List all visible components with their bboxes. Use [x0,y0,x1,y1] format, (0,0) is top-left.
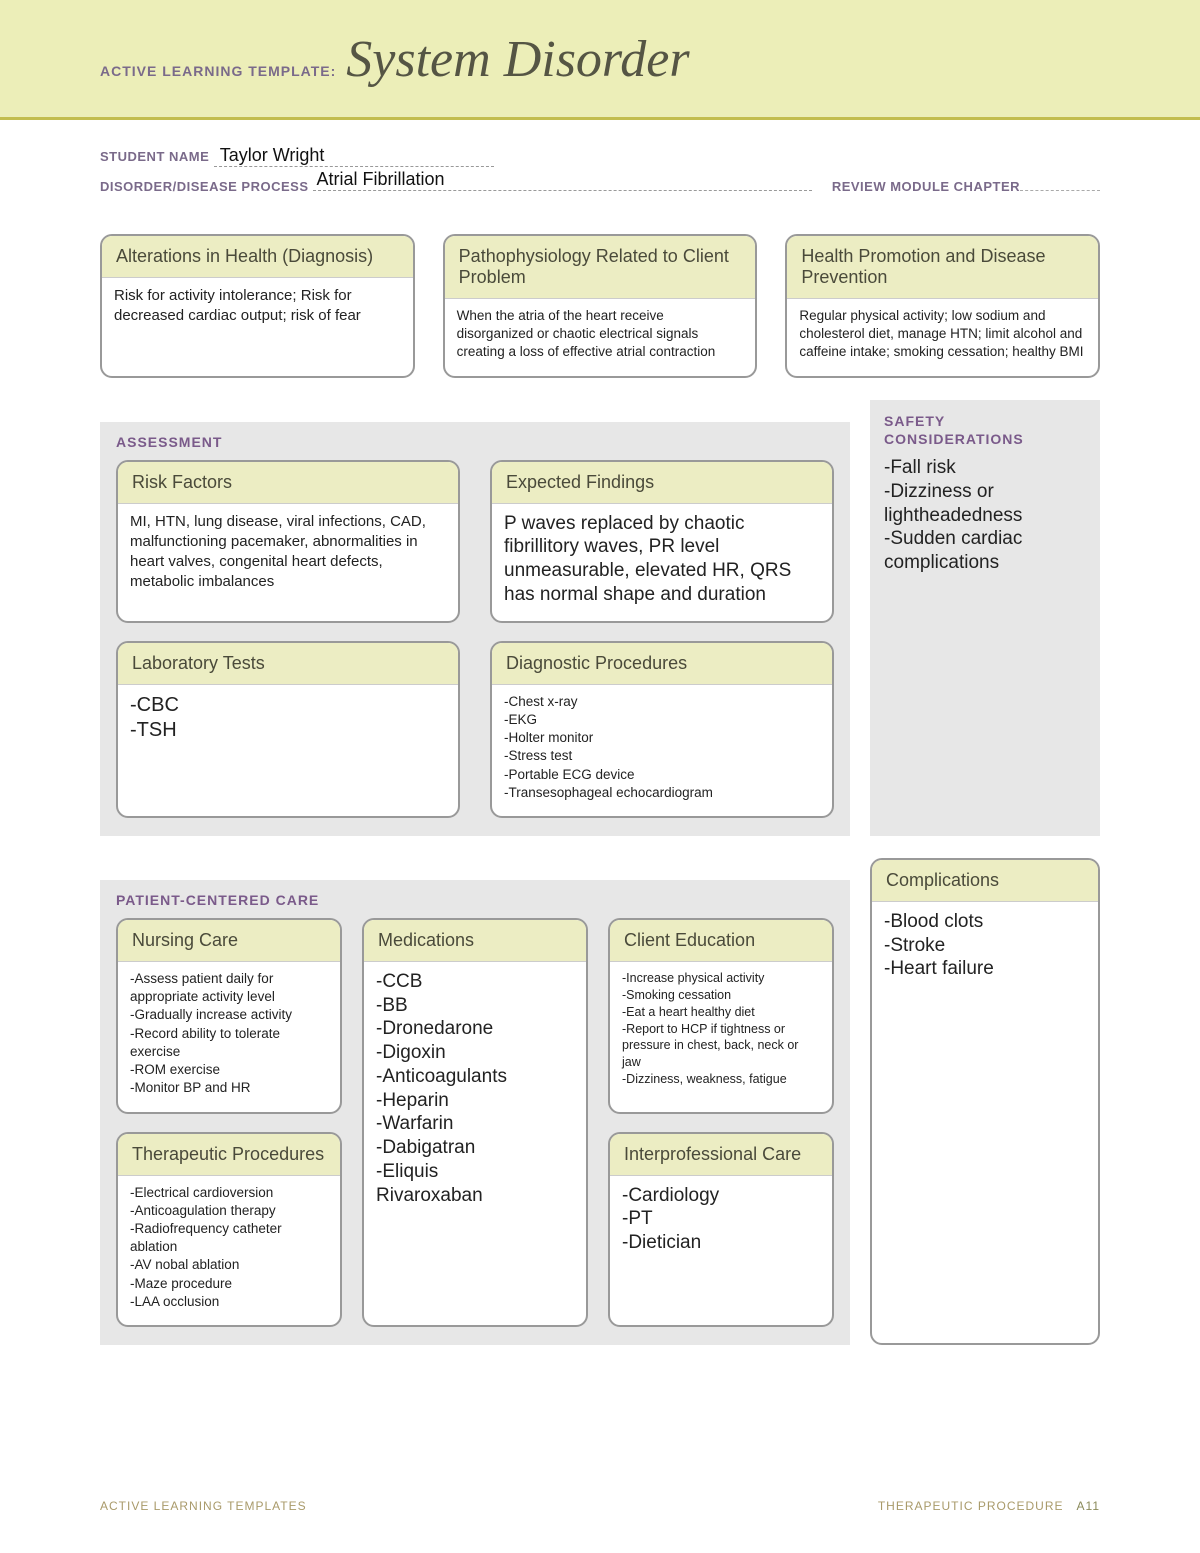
footer-right-code: A11 [1077,1499,1100,1513]
card-medications-title: Medications [364,920,586,962]
safety-body: -Fall risk -Dizziness or lightheadedness… [884,456,1086,575]
card-client-ed-body: -Increase physical activity -Smoking ces… [610,962,832,1102]
card-expected-findings-title: Expected Findings [492,462,832,504]
card-expected-findings-body: P waves replaced by chaotic fibrillitory… [492,504,832,621]
card-interprofessional: Interprofessional Care -Cardiology -PT -… [608,1132,834,1328]
card-complications: Complications -Blood clots -Stroke -Hear… [870,858,1100,1345]
template-prefix: ACTIVE LEARNING TEMPLATE: [100,63,336,79]
card-diagnostic-body: -Chest x-ray -EKG -Holter monitor -Stres… [492,685,832,816]
card-alterations-title: Alterations in Health (Diagnosis) [102,236,413,278]
card-client-ed: Client Education -Increase physical acti… [608,918,834,1114]
safety-section: SAFETY CONSIDERATIONS -Fall risk -Dizzin… [870,400,1100,836]
card-alterations-body: Risk for activity intolerance; Risk for … [102,278,413,341]
card-complications-body: -Blood clots -Stroke -Heart failure [872,902,1098,995]
card-health-promo-title: Health Promotion and Disease Prevention [787,236,1098,299]
card-nursing-care: Nursing Care -Assess patient daily for a… [116,918,342,1114]
card-lab-tests-body: -CBC -TSH [118,685,458,815]
card-lab-tests: Laboratory Tests -CBC -TSH [116,641,460,818]
card-complications-title: Complications [872,860,1098,902]
footer-left: ACTIVE LEARNING TEMPLATES [100,1499,307,1513]
card-health-promo: Health Promotion and Disease Prevention … [785,234,1100,378]
student-name-row: STUDENT NAME Taylor Wright [100,145,1100,167]
card-pathophys-title: Pathophysiology Related to Client Proble… [445,236,756,299]
student-name-label: STUDENT NAME [100,149,209,164]
card-nursing-care-body: -Assess patient daily for appropriate ac… [118,962,340,1112]
footer-right-label: THERAPEUTIC PROCEDURE [878,1499,1064,1513]
card-diagnostic: Diagnostic Procedures -Chest x-ray -EKG … [490,641,834,818]
card-therapeutic: Therapeutic Procedures -Electrical cardi… [116,1132,342,1328]
card-health-promo-body: Regular physical activity; low sodium an… [787,299,1098,376]
card-diagnostic-title: Diagnostic Procedures [492,643,832,685]
card-lab-tests-title: Laboratory Tests [118,643,458,685]
card-interprofessional-body: -Cardiology -PT -Dietician [610,1176,832,1286]
disorder-row: DISORDER/DISEASE PROCESS Atrial Fibrilla… [100,171,1100,194]
assessment-title: ASSESSMENT [116,434,834,450]
card-therapeutic-title: Therapeutic Procedures [118,1134,340,1176]
card-expected-findings: Expected Findings P waves replaced by ch… [490,460,834,623]
pcc-title: PATIENT-CENTERED CARE [116,892,834,908]
page: ACTIVE LEARNING TEMPLATE: System Disorde… [0,0,1200,1553]
review-label: REVIEW MODULE CHAPTER [832,179,1020,194]
assessment-section: ASSESSMENT Risk Factors MI, HTN, lung di… [100,422,850,836]
assessment-grid: ASSESSMENT Risk Factors MI, HTN, lung di… [100,400,1100,836]
card-client-ed-title: Client Education [610,920,832,962]
review-value-blank [1020,177,1100,191]
safety-title: SAFETY CONSIDERATIONS [884,412,1086,448]
template-title: System Disorder [346,30,689,89]
card-nursing-care-title: Nursing Care [118,920,340,962]
disorder-value: Atrial Fibrillation [317,169,445,190]
card-therapeutic-body: -Electrical cardioversion -Anticoagulati… [118,1176,340,1326]
content-area: STUDENT NAME Taylor Wright DISORDER/DISE… [0,120,1200,1345]
card-medications: Medications -CCB -BB -Dronedarone -Digox… [362,918,588,1327]
card-risk-factors: Risk Factors MI, HTN, lung disease, vira… [116,460,460,623]
card-interprofessional-title: Interprofessional Care [610,1134,832,1176]
card-risk-factors-body: MI, HTN, lung disease, viral infections,… [118,504,458,607]
page-footer: ACTIVE LEARNING TEMPLATES THERAPEUTIC PR… [100,1499,1100,1513]
card-alterations: Alterations in Health (Diagnosis) Risk f… [100,234,415,378]
card-risk-factors-title: Risk Factors [118,462,458,504]
card-pathophys: Pathophysiology Related to Client Proble… [443,234,758,378]
card-pathophys-body: When the atria of the heart receive diso… [445,299,756,376]
top-cards-row: Alterations in Health (Diagnosis) Risk f… [100,234,1100,378]
card-medications-body: -CCB -BB -Dronedarone -Digoxin -Anticoag… [364,962,586,1222]
disorder-label: DISORDER/DISEASE PROCESS [100,179,309,194]
pcc-section: PATIENT-CENTERED CARE Nursing Care -Asse… [100,880,850,1345]
student-name-value: Taylor Wright [214,145,494,167]
pcc-grid: PATIENT-CENTERED CARE Nursing Care -Asse… [100,858,1100,1345]
header-band: ACTIVE LEARNING TEMPLATE: System Disorde… [0,0,1200,120]
